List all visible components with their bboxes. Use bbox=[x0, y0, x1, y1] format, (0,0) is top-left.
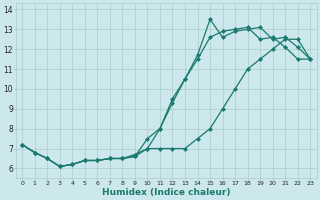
X-axis label: Humidex (Indice chaleur): Humidex (Indice chaleur) bbox=[102, 188, 230, 197]
